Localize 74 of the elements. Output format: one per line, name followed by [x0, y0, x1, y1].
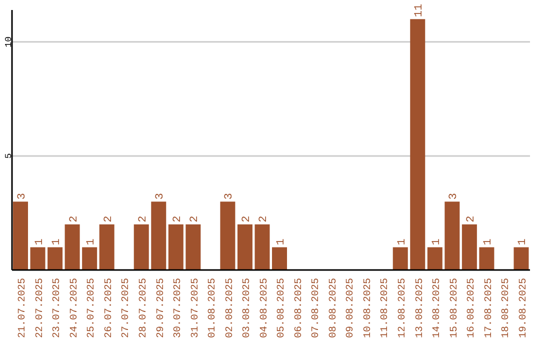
data-label: 1	[276, 238, 288, 246]
bar	[410, 19, 426, 270]
data-label: 2	[258, 216, 270, 222]
x-tick-label: 22.07.2025	[34, 278, 46, 338]
data-label: 2	[240, 216, 253, 222]
bar	[151, 202, 166, 270]
x-tick-label: 31.07.2025	[190, 278, 202, 338]
x-tick-label: 16.08.2025	[466, 278, 478, 338]
x-tick-label: 25.07.2025	[86, 278, 98, 338]
data-label: 3	[154, 192, 167, 200]
bar	[82, 247, 98, 270]
bar	[30, 247, 46, 270]
x-tick-label: 28.07.2025	[138, 278, 150, 338]
bar	[272, 247, 287, 270]
x-tick-label: 24.07.2025	[69, 278, 80, 338]
x-tick-label: 27.07.2025	[121, 278, 132, 338]
data-label: 2	[172, 216, 184, 222]
x-tick-label: 08.08.2025	[328, 278, 340, 338]
bar	[220, 202, 236, 270]
data-label: 2	[137, 216, 150, 222]
bar	[134, 224, 149, 270]
y-tick-label: 10	[4, 36, 14, 48]
x-tick-label: 03.08.2025	[242, 278, 254, 338]
bar	[427, 247, 442, 270]
bar	[392, 247, 408, 270]
data-label: 3	[448, 192, 460, 200]
bar	[13, 202, 28, 270]
bar	[186, 224, 201, 270]
data-label: 1	[396, 238, 408, 246]
y-tick-label: 5	[4, 153, 14, 159]
data-label: 3	[16, 192, 28, 200]
x-tick-label: 07.08.2025	[311, 278, 322, 338]
bar	[479, 247, 494, 270]
bar	[64, 224, 80, 270]
x-tick-label: 13.08.2025	[414, 278, 426, 338]
x-tick-label: 30.07.2025	[173, 278, 184, 338]
x-tick-label: 23.07.2025	[52, 278, 64, 338]
data-label: 3	[224, 192, 236, 200]
x-tick-label: 04.08.2025	[259, 278, 270, 338]
data-label: 1	[86, 238, 98, 246]
data-label: 1	[34, 238, 46, 246]
x-tick-label: 11.08.2025	[380, 278, 392, 338]
x-tick-label: 06.08.2025	[294, 278, 305, 338]
x-tick-label: 12.08.2025	[398, 278, 408, 338]
data-label: 2	[189, 216, 202, 222]
x-tick-label: 02.08.2025	[224, 278, 236, 338]
bar	[444, 202, 460, 270]
bar	[237, 224, 252, 270]
x-tick-label: 19.08.2025	[518, 278, 530, 338]
x-tick-label: 26.07.2025	[104, 278, 115, 338]
x-tick-label: 18.08.2025	[501, 278, 512, 338]
x-tick-label: 21.07.2025	[18, 278, 29, 338]
x-tick-label: 01.08.2025	[208, 278, 219, 338]
x-tick-label: 09.08.2025	[346, 278, 357, 338]
data-label: 1	[482, 238, 495, 246]
data-label: 1	[517, 238, 530, 246]
x-tick-label: 17.08.2025	[484, 278, 495, 338]
x-tick-label: 29.07.2025	[156, 278, 167, 338]
bar	[48, 247, 63, 270]
bar	[462, 224, 477, 270]
data-label: 1	[51, 238, 64, 246]
bar	[514, 247, 529, 270]
data-label: 2	[465, 216, 478, 222]
x-tick-label: 14.08.2025	[432, 278, 444, 338]
data-label: 2	[68, 216, 80, 222]
x-tick-label: 05.08.2025	[276, 278, 288, 338]
x-tick-label: 10.08.2025	[362, 278, 374, 338]
bar	[254, 224, 270, 270]
x-tick-label: 15.08.2025	[449, 278, 460, 338]
bar	[99, 224, 114, 270]
data-label: 1	[430, 238, 443, 246]
bar	[168, 224, 184, 270]
data-label: 11	[414, 4, 426, 18]
data-label: 2	[102, 216, 115, 222]
